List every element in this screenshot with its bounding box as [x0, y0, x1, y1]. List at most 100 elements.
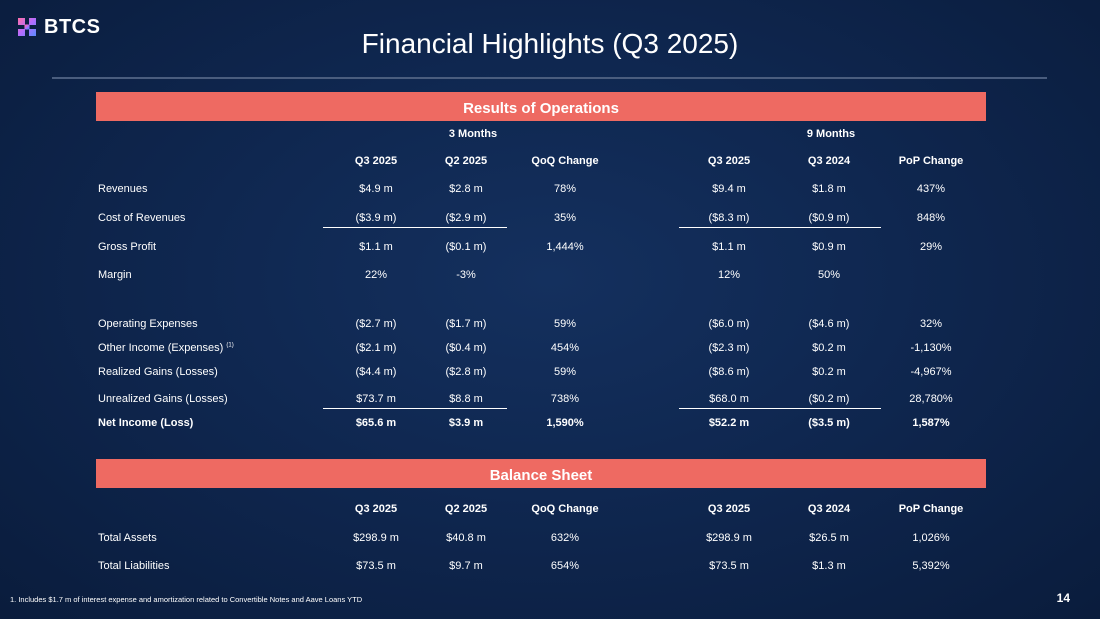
table-cell: $4.9 m [359, 183, 393, 195]
table-cell: 12% [717, 269, 741, 281]
table-cell: ($2.8 m) [445, 366, 487, 378]
row-label: Operating Expenses [98, 318, 198, 330]
subtotal-underline [323, 408, 507, 409]
table-cell: ($0.4 m) [445, 342, 487, 354]
page-title: Financial Highlights (Q3 2025) [361, 28, 739, 59]
table-cell: $68.0 m [709, 393, 749, 405]
footnote-marker: (1) [226, 342, 234, 349]
row-label-text: Gross Profit [98, 241, 157, 253]
table-cell: 32% [919, 318, 943, 330]
table-cell: 654% [550, 560, 580, 572]
table-cell: -4,967% [910, 366, 952, 378]
table-cell: $2.8 m [449, 183, 483, 195]
row-label: Net Income (Loss) [98, 417, 193, 429]
table-cell: 59% [553, 366, 577, 378]
table-cell: $9.4 m [712, 183, 746, 195]
balance-heading: Balance Sheet [96, 459, 986, 488]
table-cell: 28,780% [909, 393, 953, 405]
row-label: Gross Profit [98, 241, 156, 253]
table-cell: $0.9 m [812, 241, 846, 253]
row-label-text: Net Income (Loss) [98, 417, 194, 429]
table-cell: 5,392% [912, 560, 950, 572]
row-label-text: Margin [98, 269, 132, 281]
table-cell: ($0.1 m) [445, 241, 487, 253]
btcs-logo-icon [18, 18, 36, 36]
page-number: 14 [1056, 591, 1070, 605]
column-header: PoP Change [898, 155, 964, 167]
table-cell: 50% [817, 269, 841, 281]
table-cell: 454% [550, 342, 580, 354]
table-cell: ($2.1 m) [355, 342, 397, 354]
table-cell: 1,444% [546, 241, 584, 253]
table-cell: $9.7 m [449, 560, 483, 572]
table-cell: $0.2 m [812, 366, 846, 378]
logo-text: BTCS [44, 15, 101, 38]
subtotal-underline [323, 227, 507, 228]
column-header: QoQ Change [531, 503, 599, 515]
row-label-text: Unrealized Gains (Losses) [98, 393, 228, 405]
table-cell: ($3.5 m) [808, 417, 850, 429]
row-label-text: Operating Expenses [98, 318, 198, 330]
row-label: Total Liabilities [98, 560, 170, 572]
table-cell: $298.9 m [353, 532, 399, 544]
table-cell: ($4.6 m) [808, 318, 850, 330]
group-header-9-months: 9 Months [806, 128, 856, 140]
column-header: Q2 2025 [444, 503, 488, 515]
table-cell: ($4.4 m) [355, 366, 397, 378]
column-header: Q3 2024 [807, 155, 851, 167]
column-header: PoP Change [898, 503, 964, 515]
table-cell: $298.9 m [706, 532, 752, 544]
table-cell: $1.1 m [712, 241, 746, 253]
table-cell: ($0.9 m) [808, 212, 850, 224]
column-header: Q3 2025 [707, 155, 751, 167]
btcs-logo: BTCS [15, 15, 100, 39]
table-cell: ($2.9 m) [445, 212, 487, 224]
table-cell: ($2.3 m) [708, 342, 750, 354]
table-cell: $1.1 m [359, 241, 393, 253]
table-cell: 848% [916, 212, 946, 224]
table-cell: ($0.2 m) [808, 393, 850, 405]
subtotal-underline [679, 227, 881, 228]
row-label-text: Total Assets [98, 532, 157, 544]
table-cell: ($2.7 m) [355, 318, 397, 330]
table-cell: ($3.9 m) [355, 212, 397, 224]
column-header: Q3 2025 [354, 503, 398, 515]
row-label: Cost of Revenues [98, 212, 185, 224]
row-label: Other Income (Expenses) (1) [98, 342, 234, 354]
table-cell: 59% [553, 318, 577, 330]
table-cell: 738% [550, 393, 580, 405]
column-header: Q3 2025 [354, 155, 398, 167]
table-cell: $73.5 m [709, 560, 749, 572]
results-heading: Results of Operations [96, 92, 986, 121]
table-cell: $0.2 m [812, 342, 846, 354]
row-label: Total Assets [98, 532, 157, 544]
table-cell: $1.3 m [812, 560, 846, 572]
row-label-text: Revenues [98, 183, 148, 195]
table-cell: $73.5 m [356, 560, 396, 572]
table-cell: ($1.7 m) [445, 318, 487, 330]
table-cell: ($8.3 m) [708, 212, 750, 224]
subtotal-underline [679, 408, 881, 409]
column-header: Q3 2025 [707, 503, 751, 515]
table-cell: $3.9 m [448, 417, 484, 429]
table-cell: 29% [919, 241, 943, 253]
column-header: QoQ Change [531, 155, 599, 167]
table-cell: 35% [553, 212, 577, 224]
table-cell: -1,130% [910, 342, 952, 354]
footnote: 1. Includes $1.7 m of interest expense a… [10, 595, 363, 604]
row-label-text: Other Income (Expenses) [98, 342, 224, 354]
row-label: Margin [98, 269, 132, 281]
table-cell: -3% [456, 269, 476, 281]
table-cell: ($8.6 m) [708, 366, 750, 378]
table-cell: 1,026% [912, 532, 950, 544]
table-cell: $40.8 m [446, 532, 486, 544]
table-cell: $26.5 m [809, 532, 849, 544]
row-label-text: Total Liabilities [98, 560, 170, 572]
table-cell: $1.8 m [812, 183, 846, 195]
group-header-3-months: 3 Months [448, 128, 498, 140]
table-cell: 22% [364, 269, 388, 281]
table-cell: 78% [553, 183, 577, 195]
table-cell: 1,590% [546, 417, 584, 429]
table-cell: 1,587% [912, 417, 950, 429]
table-cell: $65.6 m [355, 417, 397, 429]
